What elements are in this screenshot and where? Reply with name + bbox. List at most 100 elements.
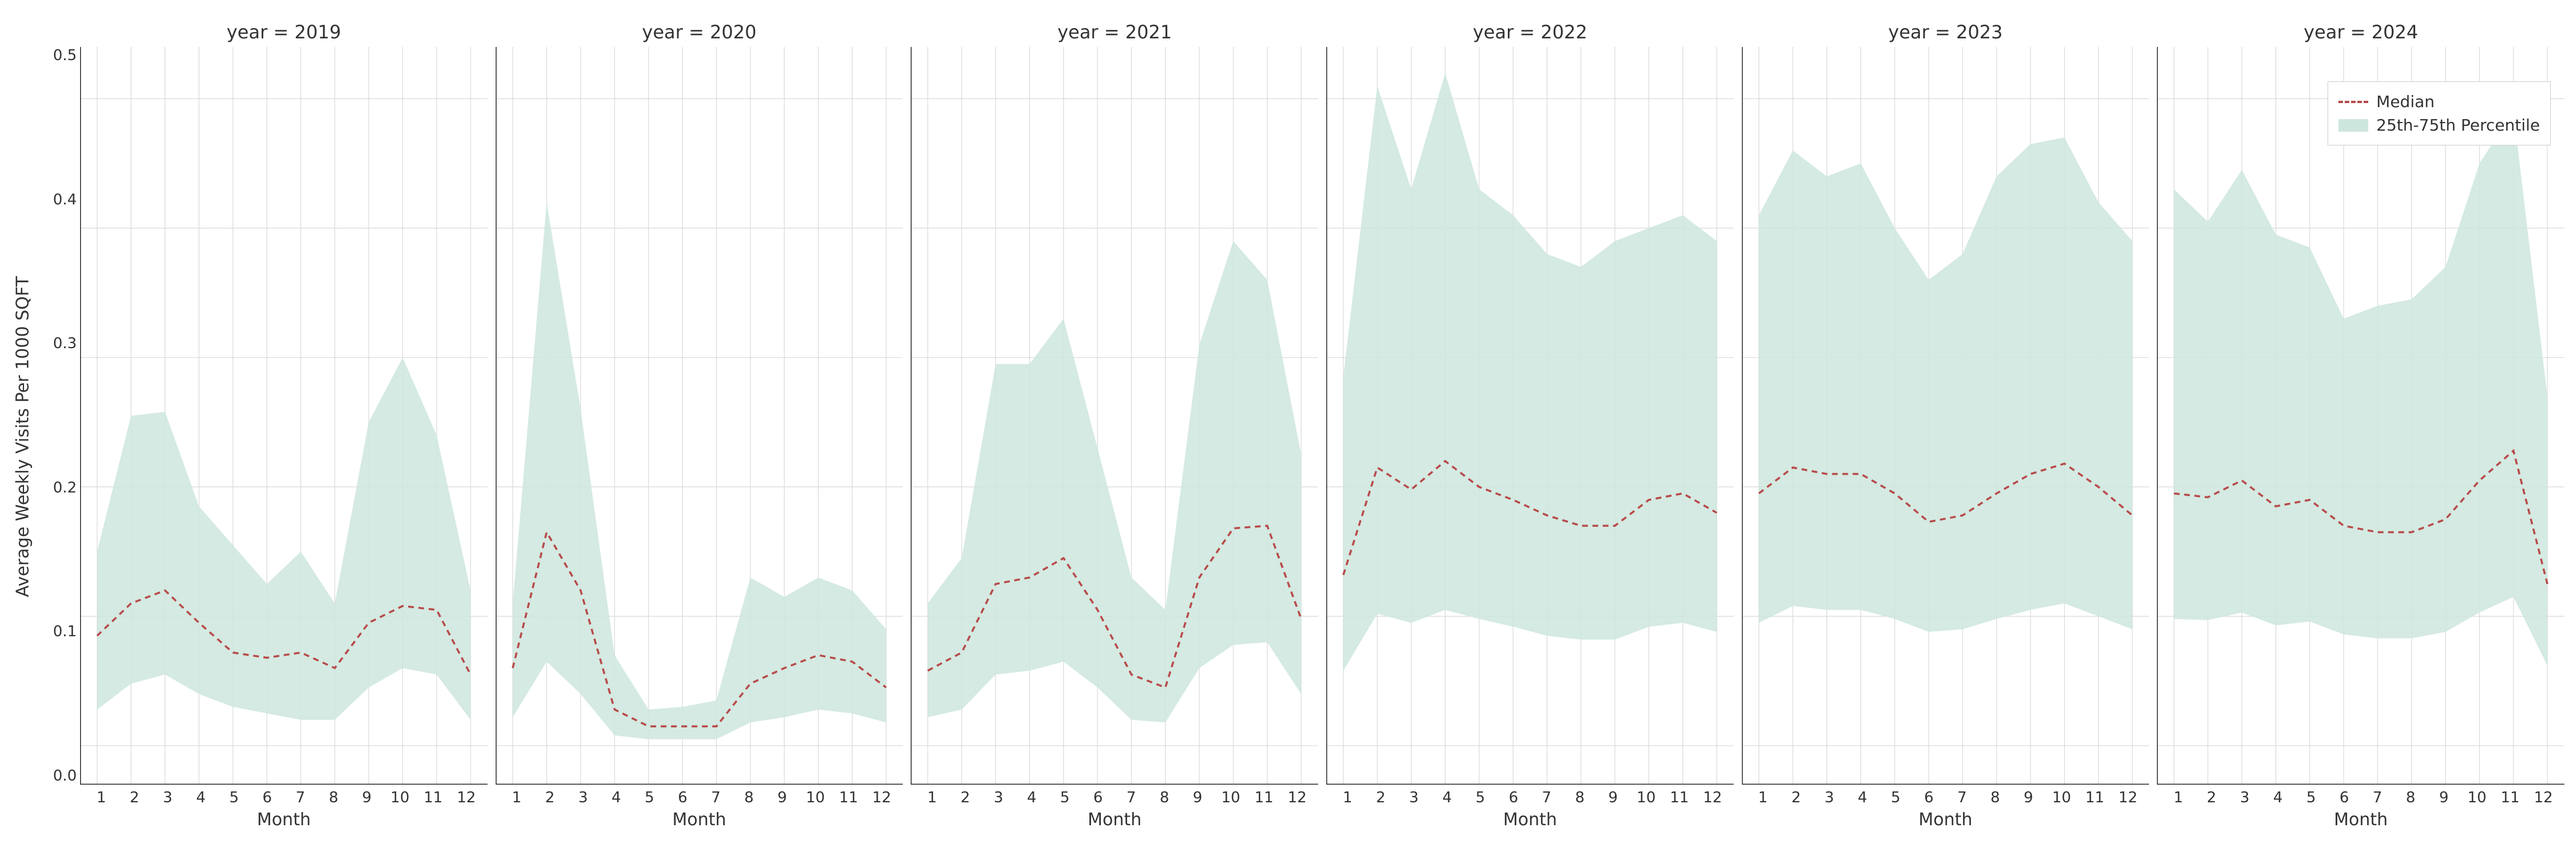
y-tick-label: 0.5 [53, 47, 77, 64]
x-tick-label: 6 [251, 789, 284, 806]
plot-area [496, 47, 903, 785]
x-tick-label: 8 [1978, 789, 2012, 806]
x-tick-label: 9 [2427, 789, 2460, 806]
panel-title: year = 2020 [496, 17, 903, 47]
plot-area [1742, 47, 2150, 785]
x-tick-label: 3 [1813, 789, 1846, 806]
x-axis-label: Month [1326, 810, 1734, 830]
x-tick-label: 3 [1397, 789, 1431, 806]
x-tick-label: 9 [765, 789, 799, 806]
x-tick-label: 12 [2111, 789, 2144, 806]
panel-row: year = 2019123456789101112Monthyear = 20… [80, 17, 2565, 836]
x-tick-label: 11 [2494, 789, 2527, 806]
x-tick-label: 8 [317, 789, 350, 806]
iqr-band [928, 241, 1301, 723]
x-tick-label: 5 [218, 789, 251, 806]
x-tick-label: 8 [1148, 789, 1181, 806]
x-tick-label: 3 [567, 789, 600, 806]
x-tick-label: 1 [915, 789, 949, 806]
x-tick-label: 4 [1846, 789, 1879, 806]
x-tick-label: 1 [85, 789, 118, 806]
x-tick-label: 7 [284, 789, 317, 806]
x-axis-ticks: 123456789101112 [2157, 785, 2565, 806]
facet-panel: year = 2024 Median25th-75th Percentile 12 3… [2157, 17, 2565, 836]
panel-title: year = 2024 [2157, 17, 2565, 47]
x-axis: 123456789101112Month [1326, 785, 1734, 836]
x-tick-label: 4 [1015, 789, 1048, 806]
x-axis-label: Month [2157, 810, 2565, 830]
x-tick-label: 10 [2045, 789, 2078, 806]
iqr-band [1344, 73, 1717, 671]
x-tick-label: 5 [1464, 789, 1497, 806]
x-axis-ticks: 123456789101112 [496, 785, 903, 806]
plot-area [80, 47, 488, 785]
x-tick-label: 7 [1115, 789, 1148, 806]
x-axis: 123456789101112Month [911, 785, 1318, 836]
x-tick-label: 5 [2294, 789, 2328, 806]
x-tick-label: 6 [666, 789, 700, 806]
x-tick-label: 12 [450, 789, 483, 806]
iqr-band [512, 202, 886, 739]
x-tick-label: 2 [1780, 789, 1813, 806]
y-axis-area: 0.50.40.30.20.10.0 Average Weekly Visits… [11, 17, 80, 836]
panel-title: year = 2019 [80, 17, 488, 47]
panel-title: year = 2021 [911, 17, 1318, 47]
panel-title: year = 2022 [1326, 17, 1734, 47]
legend: Median25th-75th Percentile [2328, 81, 2551, 145]
x-tick-label: 2 [949, 789, 982, 806]
x-tick-label: 12 [2527, 789, 2560, 806]
x-axis-label: Month [1742, 810, 2150, 830]
x-axis-ticks: 123456789101112 [1742, 785, 2150, 806]
x-tick-label: 4 [600, 789, 633, 806]
y-tick-label: 0.4 [53, 191, 77, 208]
x-tick-label: 8 [1563, 789, 1597, 806]
x-tick-label: 1 [1747, 789, 1780, 806]
y-tick-label: 0.3 [53, 335, 77, 352]
y-tick-label: 0.1 [53, 623, 77, 640]
x-tick-label: 12 [1281, 789, 1314, 806]
y-axis-label: Average Weekly Visits Per 1000 SQFT [13, 276, 33, 597]
x-tick-label: 11 [1247, 789, 1281, 806]
x-tick-label: 4 [184, 789, 218, 806]
x-tick-label: 7 [1946, 789, 1979, 806]
x-tick-label: 1 [500, 789, 534, 806]
y-tick-label: 0.0 [53, 767, 77, 785]
facet-panel: year = 2023123456789101112Month [1742, 17, 2150, 836]
facet-panel: year = 2022123456789101112Month [1326, 17, 1734, 836]
x-tick-label: 9 [1597, 789, 1630, 806]
x-tick-label: 10 [384, 789, 417, 806]
x-tick-label: 12 [1696, 789, 1729, 806]
x-tick-label: 5 [1879, 789, 1913, 806]
plot-area [911, 47, 1318, 785]
x-tick-label: 11 [832, 789, 865, 806]
x-tick-label: 7 [1530, 789, 1563, 806]
x-tick-label: 9 [350, 789, 384, 806]
x-tick-label: 4 [2261, 789, 2294, 806]
x-tick-label: 2 [118, 789, 151, 806]
x-tick-label: 9 [2012, 789, 2045, 806]
legend-item: 25th-75th Percentile [2338, 113, 2540, 137]
x-tick-label: 3 [2228, 789, 2261, 806]
panel-title: year = 2023 [1742, 17, 2150, 47]
x-tick-label: 10 [799, 789, 832, 806]
x-tick-label: 3 [151, 789, 184, 806]
facet-panel: year = 2021123456789101112Month [911, 17, 1318, 836]
x-tick-label: 10 [1630, 789, 1663, 806]
legend-label: 25th-75th Percentile [2376, 116, 2540, 135]
x-axis-label: Month [80, 810, 488, 830]
x-tick-label: 4 [1431, 789, 1464, 806]
x-tick-label: 11 [1663, 789, 1696, 806]
x-axis-ticks: 123456789101112 [1326, 785, 1734, 806]
x-tick-label: 6 [2328, 789, 2361, 806]
x-tick-label: 12 [865, 789, 898, 806]
x-tick-label: 11 [2078, 789, 2111, 806]
x-tick-label: 8 [732, 789, 765, 806]
iqr-band [2174, 112, 2547, 665]
x-tick-label: 10 [1214, 789, 1247, 806]
x-tick-label: 10 [2460, 789, 2494, 806]
plot-area [1326, 47, 1734, 785]
x-tick-label: 5 [633, 789, 666, 806]
x-axis-label: Month [496, 810, 903, 830]
x-axis: 123456789101112Month [496, 785, 903, 836]
x-tick-label: 11 [417, 789, 450, 806]
